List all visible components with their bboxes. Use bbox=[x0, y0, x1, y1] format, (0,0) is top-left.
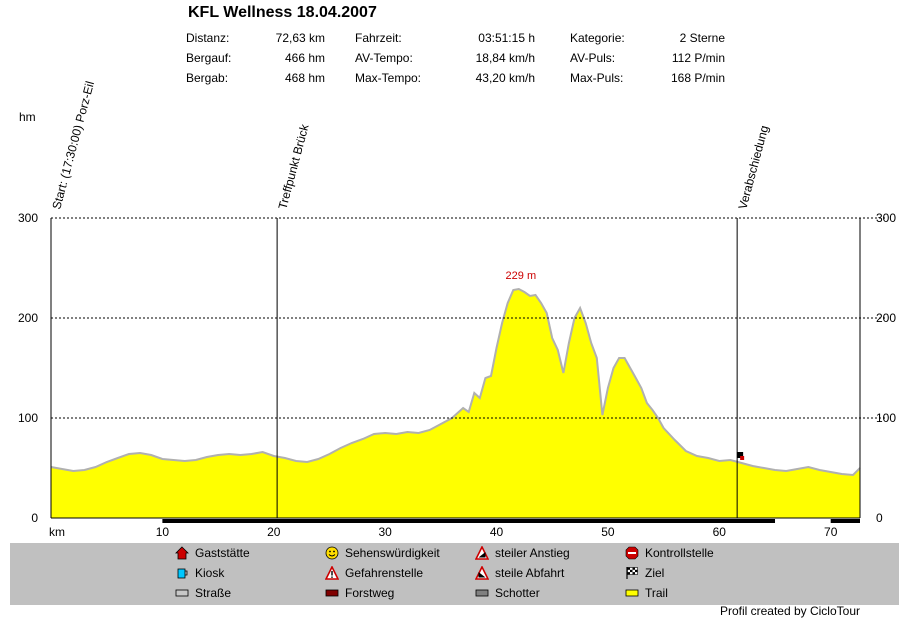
stop-icon bbox=[625, 546, 639, 560]
y-tick-label-right: 200 bbox=[876, 311, 896, 325]
legend-label: Kontrollstelle bbox=[645, 546, 714, 560]
stat-value: 466 hm bbox=[284, 51, 325, 65]
stat-label: AV-Tempo: bbox=[355, 51, 413, 65]
legend-label: Ziel bbox=[645, 566, 665, 580]
y-tick-label-left: 300 bbox=[18, 211, 38, 225]
stat-value: 168 P/min bbox=[670, 71, 725, 85]
x-tick-label: 40 bbox=[490, 525, 504, 539]
stat-label: Bergab: bbox=[186, 71, 229, 85]
elevation-line bbox=[50, 287, 861, 477]
x-tick-label: 30 bbox=[378, 525, 392, 539]
legend-label: Forstweg bbox=[345, 586, 395, 600]
legend-label: Straße bbox=[195, 586, 232, 600]
x-tick-label: 70 bbox=[824, 525, 838, 539]
stat-label: Max-Tempo: bbox=[355, 71, 422, 85]
waypoint-label: Treffpunkt Brück bbox=[275, 122, 311, 211]
peak-label: 229 m bbox=[506, 270, 537, 282]
warning-icon bbox=[325, 566, 339, 580]
cup-icon bbox=[177, 568, 188, 579]
descent-icon bbox=[475, 566, 489, 580]
y-tick-label-left: 100 bbox=[18, 411, 38, 425]
chart-title: KFL Wellness 18.04.2007 bbox=[188, 4, 377, 21]
x-unit-label: km bbox=[49, 525, 65, 539]
legend: Gaststätte Kiosk Straße Sehenswürdigkeit… bbox=[10, 543, 899, 605]
stat-value: 468 hm bbox=[284, 71, 325, 85]
y-tick-label-right: 0 bbox=[876, 511, 883, 525]
x-tick-label: 20 bbox=[267, 525, 281, 539]
smiley-icon bbox=[325, 546, 339, 560]
house-icon bbox=[175, 546, 189, 560]
trail-swatch bbox=[625, 589, 639, 597]
gravel-swatch bbox=[475, 589, 489, 597]
finish-marker-icon bbox=[737, 452, 744, 458]
x-tick-label: 60 bbox=[713, 525, 727, 539]
waypoint-label: Start: (17:30:00) Porz-Eil bbox=[49, 80, 97, 211]
stat-value: 03:51:15 h bbox=[478, 31, 535, 45]
stat-label: Max-Puls: bbox=[570, 71, 624, 85]
y-tick-label-left: 0 bbox=[31, 511, 38, 525]
legend-label: Kiosk bbox=[195, 566, 225, 580]
y-tick-label-left: 200 bbox=[18, 311, 38, 325]
legend-label: steiler Anstieg bbox=[495, 546, 570, 560]
climb-icon bbox=[475, 546, 489, 560]
surface-bar-segment bbox=[830, 519, 860, 523]
x-tick-label: 50 bbox=[601, 525, 615, 539]
stat-value: 18,84 km/h bbox=[475, 51, 535, 65]
elevation-area bbox=[51, 289, 860, 518]
finish-marker-icon bbox=[740, 456, 745, 460]
stat-label: Bergauf: bbox=[186, 51, 232, 65]
road-swatch bbox=[175, 589, 189, 597]
legend-label: Schotter bbox=[495, 586, 540, 600]
stat-label: Distanz: bbox=[186, 31, 230, 45]
forest-swatch bbox=[325, 589, 339, 597]
stat-label: Kategorie: bbox=[570, 31, 625, 45]
stat-label: AV-Puls: bbox=[570, 51, 616, 65]
stat-label: Fahrzeit: bbox=[355, 31, 402, 45]
stat-value: 112 P/min bbox=[671, 51, 725, 65]
stat-value: 72,63 km bbox=[275, 31, 325, 45]
surface-bar-segment bbox=[162, 519, 776, 523]
y-unit-label: hm bbox=[19, 110, 36, 124]
legend-label: Gaststätte bbox=[195, 546, 250, 560]
waypoint-label: Verabschiedung bbox=[736, 124, 772, 211]
x-tick-label: 10 bbox=[156, 525, 170, 539]
y-tick-label-right: 300 bbox=[876, 211, 896, 225]
legend-label: Gefahrenstelle bbox=[345, 566, 424, 580]
legend-label: Sehenswürdigkeit bbox=[345, 546, 440, 560]
legend-label: steile Abfahrt bbox=[495, 566, 565, 580]
stat-value: 43,20 km/h bbox=[475, 71, 535, 85]
elevation-chart: 0 0 100 100 200 200 300 300 10 20 30 40 50 60 70 km hm St… bbox=[18, 80, 896, 539]
credit-text: Profil created by CicloTour bbox=[719, 604, 860, 618]
y-tick-label-right: 100 bbox=[876, 411, 896, 425]
legend-label: Trail bbox=[645, 586, 668, 600]
stat-value: 2 Sterne bbox=[679, 31, 725, 45]
checkered-flag-icon bbox=[626, 567, 638, 579]
